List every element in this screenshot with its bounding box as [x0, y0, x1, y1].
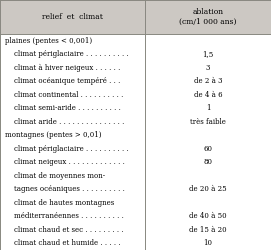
- Text: climat océanique tempéré . . .: climat océanique tempéré . . .: [14, 77, 120, 85]
- Text: 60: 60: [204, 145, 212, 153]
- Text: climat à hiver neigeux . . . . . .: climat à hiver neigeux . . . . . .: [14, 64, 120, 72]
- Text: très faible: très faible: [190, 118, 226, 126]
- Text: de 40 à 50: de 40 à 50: [189, 212, 227, 220]
- Bar: [0, 0, 271, 34]
- Text: climat semi-aride . . . . . . . . . .: climat semi-aride . . . . . . . . . .: [14, 104, 120, 112]
- Text: 10: 10: [204, 239, 212, 247]
- Text: climat chaud et humide . . . . .: climat chaud et humide . . . . .: [14, 239, 120, 247]
- Text: 3: 3: [206, 64, 210, 72]
- Text: climat chaud et sec . . . . . . . . .: climat chaud et sec . . . . . . . . .: [14, 226, 123, 234]
- Text: montagnes (pentes > 0,01): montagnes (pentes > 0,01): [5, 131, 102, 139]
- Text: climat continental . . . . . . . . . .: climat continental . . . . . . . . . .: [14, 90, 123, 98]
- Text: climat de moyennes mon-: climat de moyennes mon-: [14, 172, 105, 180]
- Text: de 15 à 20: de 15 à 20: [189, 226, 227, 234]
- Text: climat périglaciaire . . . . . . . . . .: climat périglaciaire . . . . . . . . . .: [14, 50, 128, 58]
- Text: tagnes océaniques . . . . . . . . . .: tagnes océaniques . . . . . . . . . .: [14, 185, 124, 193]
- Text: 80: 80: [204, 158, 212, 166]
- Text: de 20 à 25: de 20 à 25: [189, 185, 227, 193]
- Text: plaines (pentes < 0,001): plaines (pentes < 0,001): [5, 36, 92, 44]
- Text: relief  et  climat: relief et climat: [42, 13, 103, 21]
- Text: de 2 à 3: de 2 à 3: [194, 77, 222, 85]
- Text: méditerranéennes . . . . . . . . . .: méditerranéennes . . . . . . . . . .: [14, 212, 123, 220]
- Bar: [0, 34, 271, 250]
- Text: climat périglaciaire . . . . . . . . . .: climat périglaciaire . . . . . . . . . .: [14, 145, 128, 153]
- Text: 1: 1: [206, 104, 210, 112]
- Text: de 4 à 6: de 4 à 6: [194, 90, 222, 98]
- Text: 1,5: 1,5: [202, 50, 214, 58]
- Text: climat aride . . . . . . . . . . . . . . .: climat aride . . . . . . . . . . . . . .…: [14, 118, 124, 126]
- Text: ablation
(cm/1 000 ans): ablation (cm/1 000 ans): [179, 8, 237, 26]
- Text: climat neigeux . . . . . . . . . . . . .: climat neigeux . . . . . . . . . . . . .: [14, 158, 124, 166]
- Text: climat de hautes montagnes: climat de hautes montagnes: [14, 199, 114, 207]
